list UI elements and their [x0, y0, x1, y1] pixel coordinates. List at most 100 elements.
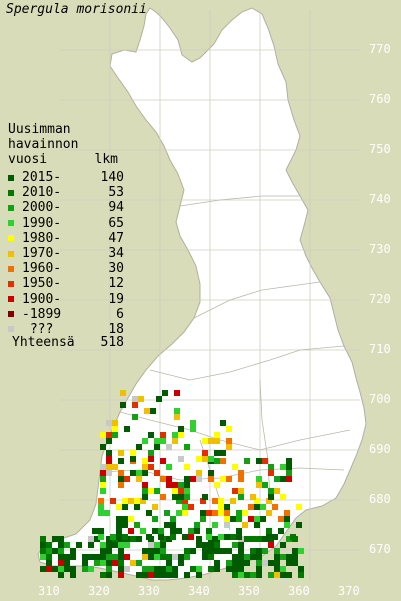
observation-square — [106, 450, 112, 456]
observation-square — [166, 572, 172, 578]
observation-square — [244, 560, 250, 566]
observation-square — [142, 438, 148, 444]
observation-square — [170, 534, 176, 540]
observation-square — [208, 542, 214, 548]
observation-square — [286, 572, 292, 578]
y-axis-label: 670 — [369, 542, 391, 556]
observation-square — [242, 510, 248, 516]
observation-square — [154, 438, 160, 444]
observation-square — [124, 426, 130, 432]
observation-square — [256, 458, 262, 464]
observation-square — [128, 498, 134, 504]
observation-square — [262, 536, 268, 542]
observation-square — [106, 554, 112, 560]
observation-square — [118, 572, 124, 578]
observation-square — [232, 554, 238, 560]
observation-square — [184, 548, 190, 554]
observation-square — [172, 566, 178, 572]
observation-square — [196, 476, 202, 482]
observation-square — [112, 426, 118, 432]
observation-square — [106, 536, 112, 542]
observation-square — [94, 554, 100, 560]
observation-square — [100, 560, 106, 566]
observation-square — [196, 536, 202, 542]
x-axis-label: 340 — [188, 584, 210, 598]
observation-square — [286, 458, 292, 464]
observation-square — [178, 482, 184, 488]
legend-year: 1970- — [22, 245, 62, 261]
legend-row: ??? 18 — [8, 322, 124, 337]
x-axis-label: 350 — [238, 584, 260, 598]
observation-square — [178, 494, 184, 500]
legend-heading-year: vuosi — [8, 152, 48, 167]
observation-square — [238, 542, 244, 548]
legend-count: 140 — [100, 170, 124, 185]
observation-square — [182, 510, 188, 516]
observation-square — [152, 528, 158, 534]
observation-square — [128, 528, 134, 534]
observation-square — [268, 470, 274, 476]
observation-square — [208, 438, 214, 444]
observation-square — [256, 482, 262, 488]
observation-square — [136, 572, 142, 578]
observation-square — [160, 432, 166, 438]
observation-square — [176, 528, 182, 534]
observation-square — [142, 566, 148, 572]
observation-square — [58, 572, 64, 578]
observation-square — [166, 482, 172, 488]
observation-square — [248, 504, 254, 510]
observation-square — [100, 432, 106, 438]
observation-square — [124, 476, 130, 482]
observation-square — [106, 420, 112, 426]
observation-square — [170, 516, 176, 522]
observation-square — [208, 456, 214, 462]
observation-square — [220, 476, 226, 482]
observation-square — [100, 572, 106, 578]
observation-square — [154, 554, 160, 560]
observation-square — [178, 432, 184, 438]
observation-square — [182, 498, 188, 504]
observation-square — [280, 572, 286, 578]
observation-square — [202, 438, 208, 444]
observation-square — [94, 560, 100, 566]
observation-square — [172, 432, 178, 438]
observation-square — [106, 560, 112, 566]
legend-swatch — [8, 326, 14, 333]
observation-square — [262, 548, 268, 554]
observation-square — [238, 494, 244, 500]
observation-square — [132, 402, 138, 408]
observation-square — [142, 548, 148, 554]
observation-square — [106, 566, 112, 572]
legend-row: -1899 6 — [8, 307, 124, 322]
legend-row: 2000- 94 — [8, 200, 124, 215]
observation-square — [154, 444, 160, 450]
legend-count: 19 — [108, 291, 124, 307]
observation-square — [286, 536, 292, 542]
observation-square — [290, 534, 296, 540]
observation-square — [212, 522, 218, 528]
observation-square — [118, 542, 124, 548]
observation-square — [280, 554, 286, 560]
total-value: 518 — [100, 335, 124, 350]
observation-square — [220, 548, 226, 554]
observation-square — [100, 548, 106, 554]
observation-square — [224, 522, 230, 528]
observation-square — [122, 498, 128, 504]
observation-square — [296, 504, 302, 510]
observation-square — [150, 408, 156, 414]
observation-square — [154, 566, 160, 572]
observation-square — [94, 536, 100, 542]
observation-square — [232, 572, 238, 578]
observation-square — [224, 534, 230, 540]
observation-square — [152, 504, 158, 510]
observation-square — [226, 444, 232, 450]
observation-square — [160, 494, 166, 500]
observation-square — [98, 498, 104, 504]
observation-square — [232, 566, 238, 572]
observation-square — [272, 534, 278, 540]
observation-square — [278, 516, 284, 522]
observation-square — [298, 572, 304, 578]
observation-square — [122, 504, 128, 510]
legend-swatch — [8, 204, 14, 211]
observation-square — [166, 464, 172, 470]
